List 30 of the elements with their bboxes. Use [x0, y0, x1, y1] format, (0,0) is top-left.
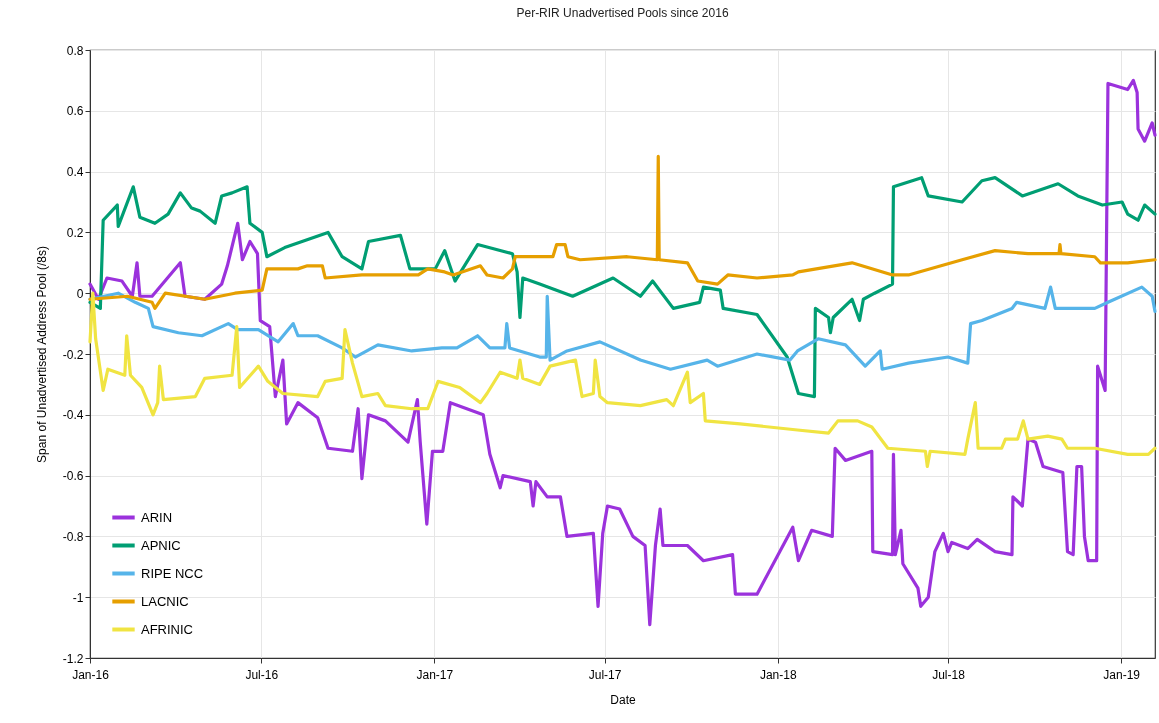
legend-label: AFRINIC — [141, 621, 193, 637]
y-axis-title: Span of Unadvertised Address Pool (/8s) — [34, 246, 49, 463]
y-tick-label: 0.2 — [66, 225, 84, 240]
x-tick-label: Jul-17 — [588, 667, 622, 682]
y-tick-label: 0.8 — [66, 43, 84, 58]
legend-label: LACNIC — [141, 593, 189, 609]
y-tick-label: -0.2 — [62, 347, 84, 362]
x-tick-label: Jan-19 — [1103, 667, 1141, 682]
line-series — [88, 78, 1157, 627]
x-tick-label: Jan-18 — [759, 667, 797, 682]
y-tick-label: -0.4 — [62, 408, 84, 423]
y-tick-label: 0.6 — [66, 104, 84, 119]
legend-label: ARIN — [141, 509, 173, 525]
legend-label: RIPE NCC — [141, 565, 204, 581]
chart-title: Per-RIR Unadvertised Pools since 2016 — [516, 6, 729, 20]
y-tick-label: -1 — [72, 590, 84, 605]
line-series — [88, 154, 1157, 310]
x-tick-label: Jul-16 — [245, 667, 279, 682]
y-tick-label: -0.6 — [62, 469, 84, 484]
y-tick-label: 0 — [76, 286, 84, 301]
x-tick-label: Jan-16 — [72, 667, 110, 682]
y-tick-label: 0.4 — [66, 165, 84, 180]
x-tick-label: Jul-18 — [932, 667, 966, 682]
y-tick-label: -0.8 — [62, 529, 84, 544]
x-tick-label: Jan-17 — [416, 667, 454, 682]
x-axis-title: Date — [610, 692, 636, 707]
line-series — [88, 176, 1157, 399]
y-tick-label: -1.2 — [62, 651, 84, 666]
line-series — [88, 291, 1157, 469]
legend-label: APNIC — [141, 537, 181, 553]
